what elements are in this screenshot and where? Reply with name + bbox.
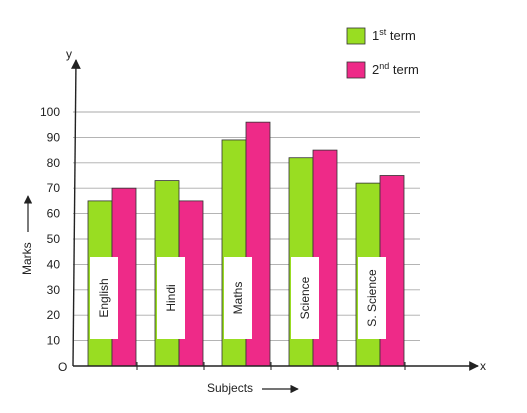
legend-label: 1st term [372, 27, 416, 43]
legend-swatch [346, 61, 366, 79]
y-tick-labels: 10 20 30 40 50 60 70 80 90 100 [40, 105, 60, 348]
y-axis-title: Marks [20, 242, 34, 275]
y-axis [71, 59, 81, 367]
y-tick-label: 70 [47, 181, 61, 195]
y-tick-label: 40 [47, 257, 61, 271]
legend-swatch [346, 27, 366, 45]
category-label: English [97, 278, 111, 317]
x-axis-letter: x [480, 359, 486, 373]
y-tick-label: 100 [40, 105, 60, 119]
origin-label: O [58, 360, 67, 374]
category-label: Maths [231, 282, 245, 315]
y-tick-label: 30 [47, 283, 61, 297]
y-axis-letter: y [66, 47, 72, 61]
y-tick-label: 90 [47, 130, 61, 144]
axes [71, 59, 479, 371]
y-tick-label: 50 [47, 232, 61, 246]
y-tick-label: 20 [47, 308, 61, 322]
y-tick-label: 10 [47, 334, 61, 348]
category-label-box [157, 257, 185, 339]
category-label-box [224, 257, 252, 339]
category-label: S. Science [365, 269, 379, 327]
legend: 1st term 2nd term [346, 27, 419, 79]
y-tick-label: 60 [47, 207, 61, 221]
x-axis-title: Subjects [207, 381, 253, 395]
category-labels: English Hindi Maths Science S. Science [90, 257, 386, 339]
legend-label: 2nd term [372, 61, 419, 77]
category-label: Hindi [164, 284, 178, 311]
category-label-box [291, 257, 319, 339]
y-tick-label: 80 [47, 156, 61, 170]
category-label-box [90, 257, 118, 339]
category-label-box [358, 257, 386, 339]
category-label: Science [298, 276, 312, 319]
